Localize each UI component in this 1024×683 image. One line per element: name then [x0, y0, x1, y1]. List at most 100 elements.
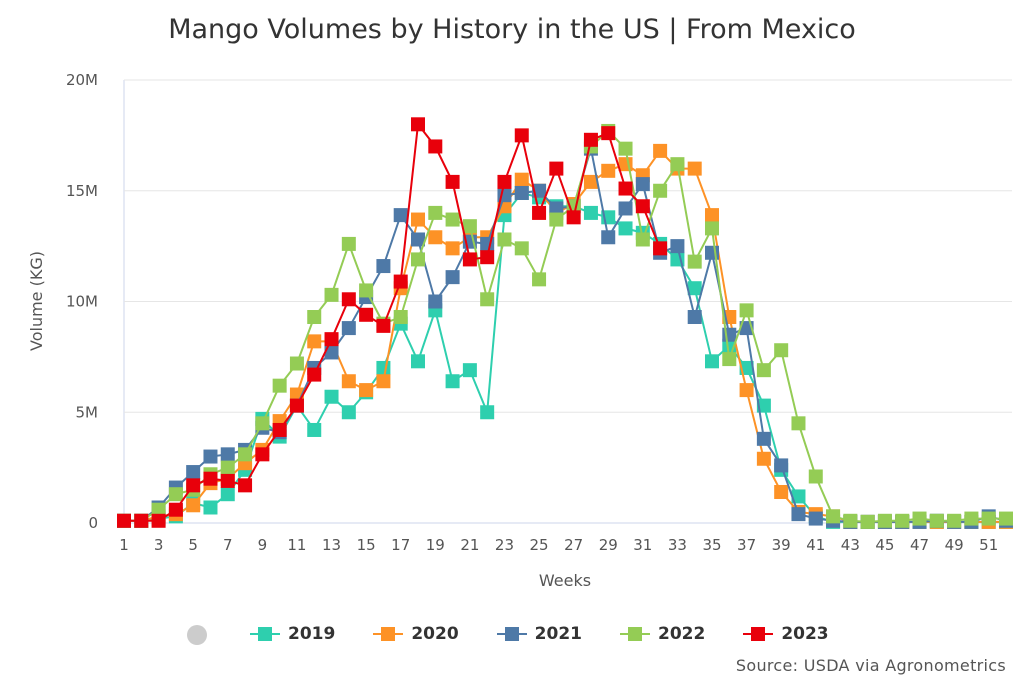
data-point-2022-week-12[interactable]: [307, 310, 322, 325]
data-point-2023-week-8[interactable]: [238, 478, 253, 493]
data-point-2021-week-34[interactable]: [687, 310, 702, 325]
data-point-2023-week-20[interactable]: [445, 174, 460, 189]
data-point-2019-week-28[interactable]: [583, 205, 598, 220]
data-point-2023-week-28[interactable]: [583, 132, 598, 147]
data-point-2022-week-35[interactable]: [705, 221, 719, 236]
data-point-2023-week-26[interactable]: [549, 161, 564, 176]
data-point-2023-week-5[interactable]: [186, 478, 201, 493]
data-point-2022-week-9[interactable]: [255, 416, 270, 431]
data-point-2020-week-34[interactable]: [687, 161, 702, 176]
data-point-2023-week-23[interactable]: [497, 174, 512, 189]
data-point-2021-week-26[interactable]: [549, 201, 564, 216]
data-point-2023-week-9[interactable]: [255, 447, 270, 462]
data-point-2022-week-4[interactable]: [168, 487, 183, 502]
data-point-2019-week-21[interactable]: [462, 363, 477, 378]
data-point-2021-week-14[interactable]: [341, 321, 356, 336]
data-point-2022-week-34[interactable]: [687, 254, 702, 269]
data-point-2021-week-20[interactable]: [445, 270, 460, 285]
data-point-2019-week-18[interactable]: [411, 354, 425, 369]
data-point-2020-week-15[interactable]: [359, 383, 374, 398]
data-point-2023-week-21[interactable]: [462, 252, 477, 267]
data-point-2022-week-7[interactable]: [220, 460, 235, 475]
data-point-2020-week-32[interactable]: [653, 143, 668, 158]
data-point-2022-week-36[interactable]: [722, 352, 737, 367]
data-point-2019-week-7[interactable]: [220, 487, 235, 502]
data-point-2021-week-31[interactable]: [635, 177, 650, 192]
data-point-2023-week-16[interactable]: [376, 318, 391, 333]
data-point-2022-week-51[interactable]: [981, 511, 996, 526]
data-point-2023-week-17[interactable]: [393, 274, 408, 289]
data-point-2021-week-7[interactable]: [220, 447, 235, 462]
data-point-2020-week-20[interactable]: [445, 241, 460, 256]
data-point-2023-week-12[interactable]: [307, 367, 322, 382]
data-point-2022-week-18[interactable]: [411, 252, 425, 267]
data-point-2022-week-43[interactable]: [843, 513, 858, 528]
data-point-2022-week-14[interactable]: [341, 236, 356, 251]
data-point-2020-week-38[interactable]: [756, 451, 771, 466]
data-point-2020-week-19[interactable]: [428, 230, 443, 245]
data-point-2022-week-13[interactable]: [324, 287, 339, 302]
data-point-2022-week-50[interactable]: [964, 511, 979, 526]
data-point-2023-week-29[interactable]: [601, 126, 616, 141]
data-point-2023-week-31[interactable]: [635, 199, 650, 214]
data-point-2022-week-11[interactable]: [289, 356, 304, 371]
legend-item-2021[interactable]: 2021: [496, 624, 582, 644]
data-point-2022-week-25[interactable]: [532, 272, 547, 287]
legend-item-2023[interactable]: 2023: [743, 624, 829, 644]
data-point-2021-week-24[interactable]: [514, 185, 529, 200]
data-point-2021-week-19[interactable]: [428, 294, 443, 309]
data-point-2023-week-14[interactable]: [341, 292, 356, 307]
data-point-2021-week-33[interactable]: [670, 239, 685, 254]
data-point-2023-week-1[interactable]: [117, 513, 131, 528]
legend-item-2020[interactable]: 2020: [373, 624, 459, 644]
data-point-2021-week-36[interactable]: [722, 327, 737, 342]
data-point-2022-week-33[interactable]: [670, 157, 685, 172]
data-point-2019-week-12[interactable]: [307, 422, 322, 437]
data-point-2021-week-5[interactable]: [186, 465, 201, 480]
data-point-2019-week-16[interactable]: [376, 360, 391, 375]
data-point-2022-week-15[interactable]: [359, 283, 374, 298]
data-point-2022-week-8[interactable]: [238, 447, 253, 462]
data-point-2020-week-5[interactable]: [186, 498, 201, 513]
data-point-2021-week-40[interactable]: [791, 507, 806, 522]
data-point-2019-week-35[interactable]: [705, 354, 719, 369]
data-point-2022-week-49[interactable]: [947, 513, 962, 528]
data-point-2022-week-19[interactable]: [428, 205, 443, 220]
data-point-2021-week-30[interactable]: [618, 201, 633, 216]
data-point-2019-week-30[interactable]: [618, 221, 633, 236]
data-point-2021-week-39[interactable]: [774, 458, 789, 473]
data-point-2023-week-27[interactable]: [566, 210, 581, 225]
data-point-2022-week-48[interactable]: [929, 513, 944, 528]
data-point-2020-week-16[interactable]: [376, 374, 391, 389]
data-point-2023-week-6[interactable]: [203, 471, 218, 486]
data-point-2023-week-24[interactable]: [514, 128, 529, 143]
data-point-2023-week-7[interactable]: [220, 473, 235, 488]
data-point-2022-week-52[interactable]: [999, 511, 1013, 526]
data-point-2021-week-38[interactable]: [756, 431, 771, 446]
data-point-2019-week-38[interactable]: [756, 398, 771, 413]
data-point-2022-week-32[interactable]: [653, 183, 668, 198]
data-point-2020-week-14[interactable]: [341, 374, 356, 389]
data-point-2023-week-30[interactable]: [618, 181, 633, 196]
data-point-2022-week-31[interactable]: [635, 232, 650, 247]
data-point-2021-week-41[interactable]: [808, 511, 823, 526]
data-point-2021-week-18[interactable]: [411, 232, 425, 247]
data-point-2022-week-39[interactable]: [774, 343, 789, 358]
data-point-2021-week-13[interactable]: [324, 345, 339, 360]
data-point-2021-week-17[interactable]: [393, 208, 408, 223]
navigation-dot-button[interactable]: [187, 625, 207, 645]
data-point-2019-week-20[interactable]: [445, 374, 460, 389]
data-point-2019-week-13[interactable]: [324, 389, 339, 404]
data-point-2022-week-20[interactable]: [445, 212, 460, 227]
data-point-2023-week-25[interactable]: [532, 205, 547, 220]
data-point-2023-week-15[interactable]: [359, 307, 374, 322]
data-point-2020-week-12[interactable]: [307, 334, 322, 349]
data-point-2019-week-22[interactable]: [480, 405, 495, 420]
data-point-2022-week-41[interactable]: [808, 469, 823, 484]
data-point-2023-week-32[interactable]: [653, 241, 668, 256]
data-point-2022-week-26[interactable]: [549, 212, 564, 227]
data-point-2020-week-39[interactable]: [774, 484, 789, 499]
data-point-2022-week-21[interactable]: [462, 219, 477, 234]
data-point-2022-week-22[interactable]: [480, 292, 495, 307]
data-point-2021-week-29[interactable]: [601, 230, 616, 245]
